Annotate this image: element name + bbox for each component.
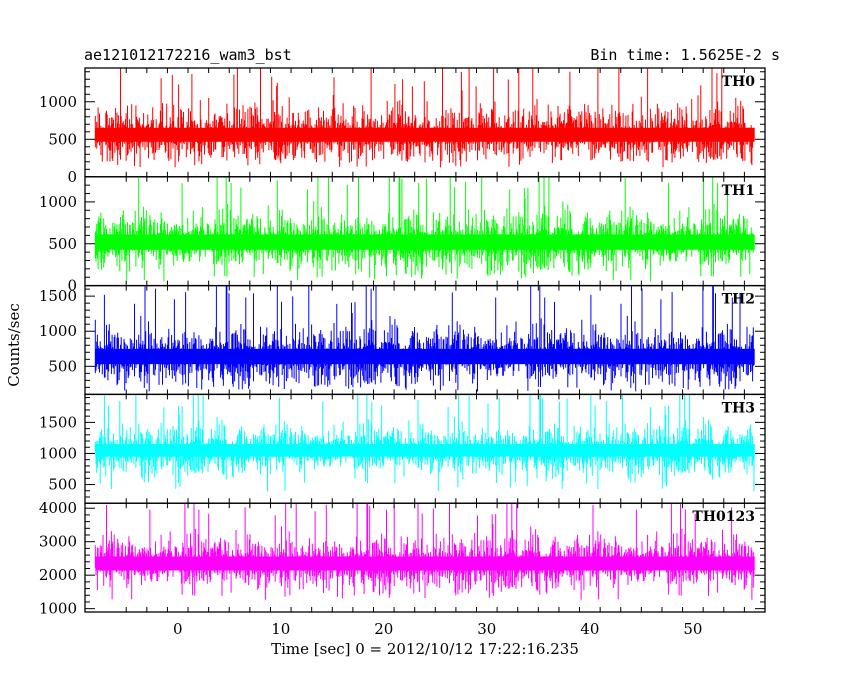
chart-title: ae121012172216_wam3_bst — [84, 46, 292, 64]
y-tick-label-th1: 0 — [67, 277, 77, 295]
series-th2 — [94, 285, 755, 392]
y-tick-label-th0123: 2000 — [39, 566, 77, 584]
y-tick-label-th0: 0 — [67, 168, 77, 186]
bin-time-label: Bin time: 1.5625E-2 s — [590, 46, 780, 64]
panel-label-th0123: TH0123 — [692, 509, 755, 525]
y-tick-label-th3: 1000 — [39, 444, 77, 462]
series-core-th0123 — [95, 556, 755, 571]
y-tick-label-th0123: 1000 — [39, 600, 77, 618]
x-axis-label: Time [sec] 0 = 2012/10/12 17:22:16.235 — [271, 640, 579, 658]
series-th3 — [94, 394, 755, 492]
panel-frame-th0123 — [84, 502, 766, 613]
panel-th0: 0 500 1000 TH0 — [39, 67, 766, 186]
series-th0 — [94, 68, 755, 168]
panel-th3: 500 1000 1500 TH3 — [39, 393, 766, 504]
panel-label-th2: TH2 — [722, 292, 755, 308]
x-tick-label: 10 — [271, 620, 290, 638]
panel-label-th0: TH0 — [722, 74, 756, 90]
panel-label-th1: TH1 — [722, 183, 755, 199]
panel-th0123: 1000 2000 3000 4000 TH0123 — [39, 499, 766, 618]
x-tick-label: 0 — [173, 620, 183, 638]
y-tick-label-th3: 500 — [48, 476, 77, 494]
x-tick-label: 40 — [580, 620, 599, 638]
y-tick-label-th3: 1500 — [39, 413, 77, 431]
y-axis-label: Counts/sec — [5, 303, 23, 387]
y-tick-label-th1: 500 — [48, 235, 77, 253]
series-core-th1 — [95, 234, 755, 250]
series-th0123 — [94, 503, 755, 600]
y-tick-label-th0123: 4000 — [39, 499, 77, 517]
y-tick-label-th0: 500 — [48, 130, 77, 148]
y-tick-label-th0123: 3000 — [39, 533, 77, 551]
x-tick-label: 50 — [683, 620, 702, 638]
x-tick-label: 30 — [477, 620, 496, 638]
panel-th2: 500 1000 1500 TH2 — [39, 284, 766, 396]
panel-th1: 0 500 1000 TH1 — [39, 176, 766, 295]
chart-panels: 0 500 1000 TH0 0 500 1000 TH1 500 1000 1500 TH2 500 1… — [39, 67, 766, 618]
series-core-th2 — [95, 348, 755, 365]
x-axis: 0 10 20 30 40 50 — [173, 620, 702, 638]
panel-label-th3: TH3 — [722, 400, 755, 416]
y-tick-label-th0: 1000 — [39, 93, 77, 111]
x-tick-label: 20 — [374, 620, 393, 638]
series-core-th0 — [95, 127, 755, 142]
y-tick-label-th2: 1000 — [39, 322, 77, 340]
series-core-th3 — [95, 444, 755, 457]
series-th1 — [94, 176, 755, 282]
y-tick-label-th2: 500 — [48, 357, 77, 375]
y-tick-label-th2: 1500 — [39, 287, 77, 305]
y-tick-label-th1: 1000 — [39, 193, 77, 211]
